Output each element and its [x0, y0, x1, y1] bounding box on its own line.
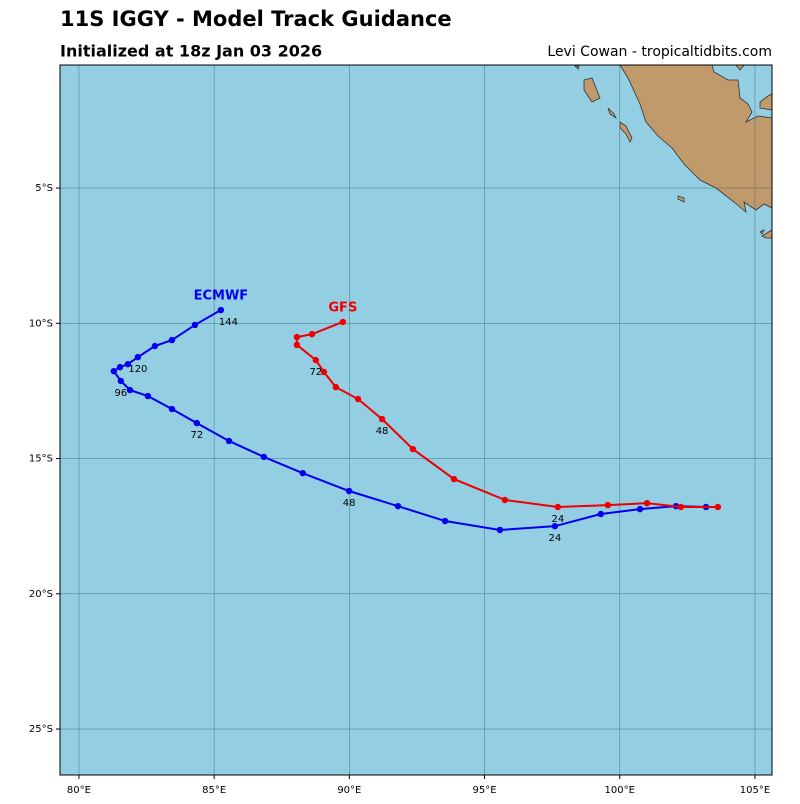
track-point	[151, 342, 159, 350]
track-point	[134, 353, 142, 361]
track-point	[193, 419, 201, 427]
track-point	[320, 368, 328, 376]
track-point	[168, 405, 176, 413]
island	[761, 229, 772, 239]
track-point	[597, 510, 605, 518]
track-point	[554, 503, 562, 511]
series-name: GFS	[328, 300, 357, 315]
y-tick-label: 10°S	[29, 318, 53, 329]
series-name: ECMWF	[194, 289, 249, 304]
subtitle: Initialized at 18z Jan 03 2026	[60, 42, 322, 61]
track-point	[144, 392, 152, 400]
track-point	[308, 330, 316, 338]
hour-label: 48	[376, 426, 389, 437]
hour-label: 24	[548, 533, 561, 544]
island	[607, 107, 618, 120]
track-point	[339, 318, 347, 326]
track-point	[409, 445, 417, 453]
x-tick-label: 105°E	[740, 785, 770, 796]
hour-label: 72	[309, 367, 322, 378]
y-tick-label: 5°S	[35, 183, 53, 194]
track-point	[168, 336, 176, 344]
track-point	[604, 501, 612, 509]
track-point	[643, 499, 651, 507]
track-point	[332, 383, 340, 391]
track-point	[191, 321, 199, 329]
title: 11S IGGY - Model Track Guidance	[60, 7, 452, 31]
track-point	[299, 469, 307, 477]
track-point	[293, 341, 301, 349]
track-point	[441, 517, 449, 525]
hour-label: 96	[114, 388, 127, 399]
track-point	[312, 356, 320, 364]
hour-label: 48	[343, 498, 356, 509]
x-tick-label: 100°E	[605, 785, 635, 796]
credit: Levi Cowan - tropicaltidbits.com	[547, 44, 772, 60]
island	[759, 229, 765, 235]
y-tick-label: 15°S	[29, 454, 53, 465]
island	[583, 77, 601, 103]
axes-layer: 80°E 85°E 90°E 95°E 100°E 105°E 5°S 10°S 15°S 20°…	[29, 183, 770, 796]
track-point	[124, 360, 132, 368]
track-point	[260, 453, 268, 461]
track-point	[293, 333, 301, 341]
x-tick-label: 95°E	[473, 785, 497, 796]
track-point	[677, 503, 685, 511]
x-tick-label: 80°E	[67, 785, 91, 796]
track-point	[636, 505, 644, 513]
track-point	[496, 526, 504, 534]
track-point	[714, 503, 722, 511]
plot-frame	[59, 64, 773, 776]
track-point	[126, 386, 134, 394]
y-tick-label: 25°S	[29, 724, 53, 735]
track-point	[501, 496, 509, 504]
track-point	[450, 475, 458, 483]
landmass	[735, 65, 745, 71]
land	[574, 65, 772, 239]
track-point	[110, 367, 118, 375]
track-point	[225, 437, 233, 445]
track-point	[117, 377, 125, 385]
track-point	[354, 395, 362, 403]
track-point	[551, 522, 559, 530]
landmass	[619, 65, 772, 214]
track-point	[345, 487, 353, 495]
plot-layer: 24 48 72 96 120 144 ECMWF 24 48 72 GFS	[60, 65, 772, 775]
x-tick-label: 90°E	[337, 785, 361, 796]
hour-label: 72	[190, 430, 203, 441]
hour-label: 144	[219, 317, 238, 328]
track-point	[116, 363, 124, 371]
ocean	[60, 65, 772, 775]
hour-label: 120	[128, 364, 147, 375]
hour-label: 24	[551, 514, 564, 525]
island	[677, 195, 685, 203]
track-point	[378, 415, 386, 423]
track-point	[217, 306, 225, 314]
y-tick-label: 20°S	[29, 589, 53, 600]
track-point	[394, 502, 402, 510]
island	[574, 65, 580, 70]
x-tick-label: 85°E	[202, 785, 226, 796]
landmass	[759, 93, 772, 111]
